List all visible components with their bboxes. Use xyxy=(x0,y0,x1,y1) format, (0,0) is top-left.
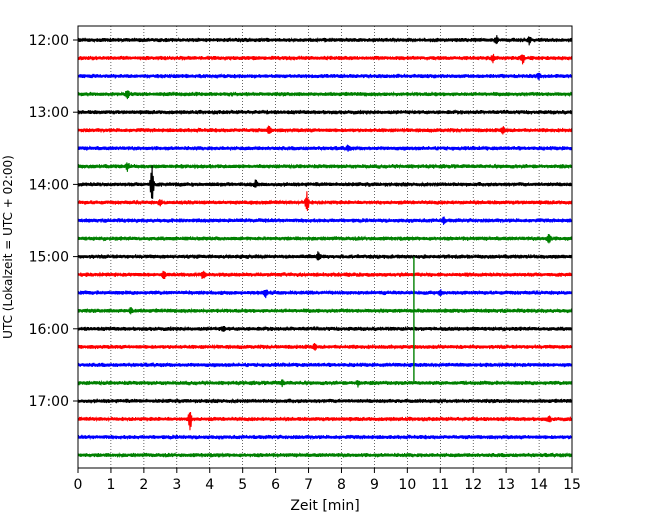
x-tick-label: 15 xyxy=(563,477,581,493)
y-tick-label: 14:00 xyxy=(29,177,69,193)
x-tick-label: 4 xyxy=(205,477,214,493)
x-axis: 0 1 2 3 4 5 6 7 8 9 10 11 12 13 14 15 xyxy=(74,468,581,493)
y-tick-label: 16:00 xyxy=(29,322,69,338)
trace-1615-line xyxy=(77,342,573,351)
trace-1730-line xyxy=(77,433,573,441)
trace-group xyxy=(77,35,573,459)
trace-1445-line xyxy=(77,234,573,244)
trace-1430-line xyxy=(77,216,573,225)
plot-frame xyxy=(77,25,573,469)
y-tick-label: 17:00 xyxy=(29,394,69,410)
x-tick-label: 3 xyxy=(172,477,181,493)
trace-1415-line xyxy=(77,191,573,211)
x-tick-label: 14 xyxy=(530,477,548,493)
trace-1315-line xyxy=(77,125,573,135)
y-tick-label: 15:00 xyxy=(29,250,69,266)
x-tick-label: 12 xyxy=(464,477,482,493)
y-tick-label: 12:00 xyxy=(29,33,69,49)
y-axis: 12:00 13:00 14:00 15:00 16:00 17:00 xyxy=(29,33,78,410)
trace-1645-line xyxy=(77,379,573,388)
trace-1600-line xyxy=(77,325,573,332)
x-tick-label: 11 xyxy=(431,477,449,493)
trace-1700-line xyxy=(77,397,573,405)
x-tick-label: 2 xyxy=(139,477,148,493)
x-tick-label: 5 xyxy=(238,477,247,493)
trace-1200-line xyxy=(77,35,573,46)
trace-1300-line xyxy=(77,108,573,116)
trace-1500-line xyxy=(77,251,573,261)
x-tick-label: 8 xyxy=(337,477,346,493)
x-tick-label: 13 xyxy=(497,477,515,493)
trace-1230-line xyxy=(77,72,573,81)
x-tick-label: 6 xyxy=(271,477,280,493)
x-tick-label: 1 xyxy=(106,477,115,493)
trace-1215-line xyxy=(77,53,573,65)
trace-1545-line xyxy=(77,307,573,315)
x-tick-label: 7 xyxy=(304,477,313,493)
trace-1745-line xyxy=(77,451,573,459)
trace-1245-line xyxy=(77,90,573,100)
x-axis-title: Zeit [min] xyxy=(290,498,359,514)
trace-1715-line xyxy=(77,411,573,431)
trace-1330-line xyxy=(77,144,573,152)
trace-1400-line xyxy=(77,165,573,199)
trace-1630-line xyxy=(77,361,573,369)
x-tick-label: 10 xyxy=(398,477,416,493)
x-tick-label: 9 xyxy=(370,477,379,493)
y-axis-title: UTC (Lokalzeit = UTC + 02:00) xyxy=(1,155,15,339)
trace-1515-line xyxy=(77,270,573,280)
y-tick-label: 13:00 xyxy=(29,105,69,121)
trace-1530-line xyxy=(77,289,573,299)
x-tick-label: 0 xyxy=(74,477,83,493)
trace-1345-line xyxy=(77,162,573,172)
